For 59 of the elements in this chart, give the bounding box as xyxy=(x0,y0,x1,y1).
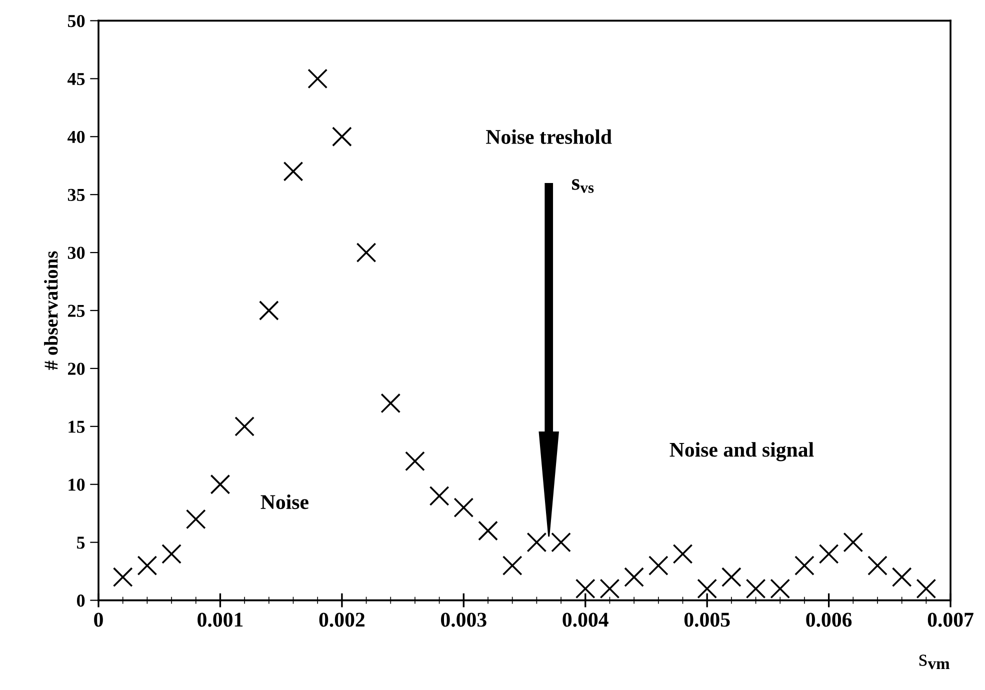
point xyxy=(332,126,352,147)
point xyxy=(892,567,912,588)
point xyxy=(283,161,304,182)
y-tick-label: 20 xyxy=(68,362,85,375)
point xyxy=(234,416,255,436)
point xyxy=(770,578,790,599)
x-tick-label: 0 xyxy=(94,612,103,627)
point xyxy=(624,567,644,588)
y-axis-title: # observations xyxy=(44,251,58,370)
x-tick-label: 0.001 xyxy=(198,612,243,627)
x-tick-label: 0.005 xyxy=(684,612,730,627)
point xyxy=(916,578,936,599)
point xyxy=(575,578,596,599)
point xyxy=(697,578,718,599)
x-tick-label: 0.004 xyxy=(562,612,608,627)
x-axis-title: s$_{vm}$ xyxy=(919,654,950,670)
point xyxy=(672,544,693,564)
point xyxy=(210,474,230,494)
point xyxy=(429,486,450,506)
point xyxy=(112,567,133,588)
annotation: Noise and signal xyxy=(670,442,814,462)
x-tick-label: 0.007 xyxy=(928,612,974,627)
point xyxy=(526,532,547,552)
y-tick-label: 50 xyxy=(68,14,85,28)
point xyxy=(868,556,888,576)
point xyxy=(648,556,668,576)
ref-line-label: Noise treshold xyxy=(486,129,612,144)
x-tick-label: 0.006 xyxy=(806,612,852,627)
point xyxy=(721,567,742,588)
point xyxy=(843,532,864,552)
point xyxy=(186,509,206,530)
y-tick-label: 45 xyxy=(68,73,85,86)
x-tick-label: 0.003 xyxy=(441,612,486,627)
point xyxy=(502,556,522,576)
y-tick-label: 40 xyxy=(68,130,85,144)
y-tick-label: 0 xyxy=(76,594,85,607)
point xyxy=(794,556,814,576)
point xyxy=(162,544,182,564)
annotation: s$_{vs}$ xyxy=(572,179,594,193)
point xyxy=(356,242,376,262)
y-tick-label: 30 xyxy=(68,246,85,259)
point xyxy=(308,68,328,89)
point xyxy=(600,578,620,599)
point xyxy=(818,544,839,564)
point xyxy=(380,393,401,414)
y-tick-label: 5 xyxy=(77,536,85,549)
y-tick-label: 10 xyxy=(68,478,85,491)
point xyxy=(454,498,474,518)
x-tick-label: 0.002 xyxy=(319,612,364,627)
y-tick-label: 35 xyxy=(68,188,85,202)
point xyxy=(551,532,571,552)
point xyxy=(405,451,425,472)
point xyxy=(258,300,279,320)
point xyxy=(137,556,158,576)
y-tick-label: 25 xyxy=(68,304,85,317)
y-tick-label: 15 xyxy=(68,420,85,433)
point xyxy=(478,520,498,541)
annotation: Noise xyxy=(260,494,308,510)
point xyxy=(746,578,766,599)
